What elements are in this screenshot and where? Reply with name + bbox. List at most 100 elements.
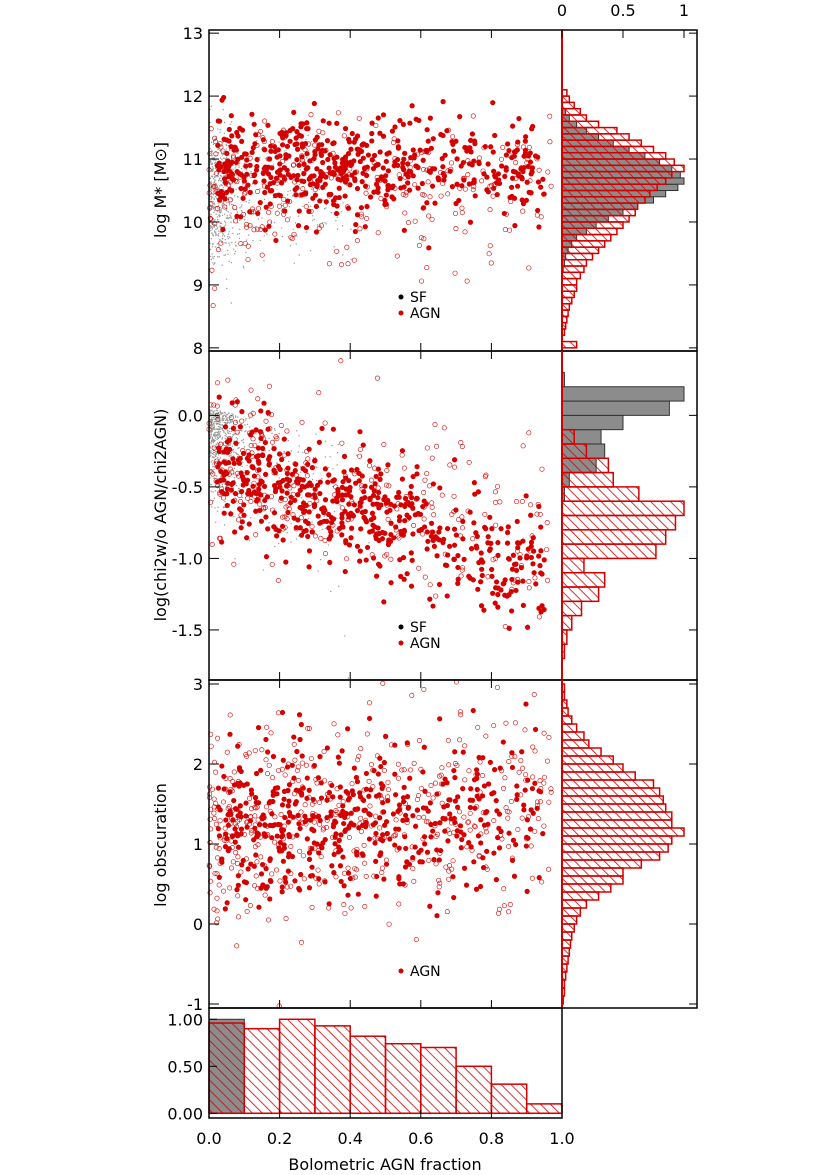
agn-point: [421, 498, 427, 504]
agn-point: [495, 552, 501, 558]
agn-open-point: [519, 815, 525, 821]
sf-point: [244, 424, 246, 426]
agn-point: [405, 180, 411, 186]
sf-point: [316, 467, 318, 469]
agn-point: [428, 821, 434, 828]
sf-point: [211, 227, 213, 229]
agn-open-point: [462, 229, 468, 235]
sf-point: [209, 255, 212, 258]
agn-open-point: [458, 440, 464, 446]
agn-point: [287, 500, 294, 506]
sf-point: [210, 417, 213, 419]
sf-point: [289, 216, 291, 218]
agn-point: [325, 479, 331, 485]
agn-open-point: [302, 802, 308, 808]
sf-point: [211, 424, 213, 426]
agn-open-point: [395, 761, 401, 767]
side-hist-agn-bar: [561, 189, 651, 198]
agn-point: [508, 589, 514, 595]
agn-point: [391, 196, 397, 202]
sf-point: [213, 434, 215, 437]
agn-point: [396, 494, 402, 500]
agn-open-point: [529, 875, 535, 881]
sf-point: [237, 490, 239, 492]
sf-point: [228, 149, 231, 152]
agn-point: [409, 557, 415, 563]
agn-open-point: [538, 799, 544, 805]
sf-point: [219, 434, 221, 436]
agn-point: [456, 197, 462, 204]
agn-point: [326, 120, 332, 126]
side-hist-agn-bar: [561, 196, 646, 204]
side-hist-agn-bar: [561, 471, 614, 488]
agn-open-point: [418, 785, 424, 791]
sf-point: [238, 166, 240, 168]
agn-open-point: [541, 823, 547, 829]
y-tick-label: -1.5: [172, 621, 203, 640]
agn-open-point: [344, 244, 350, 250]
agn-point: [280, 832, 286, 839]
bottom-agn-bar: [349, 1035, 387, 1115]
sf-point: [222, 419, 225, 422]
agn-point: [259, 861, 266, 868]
agn-point: [349, 130, 355, 137]
sf-point: [226, 435, 228, 438]
agn-open-point: [358, 815, 364, 821]
agn-point: [382, 178, 388, 184]
agn-open-point: [528, 843, 534, 849]
top-tick-label: 0: [557, 1, 567, 20]
sf-point: [233, 433, 236, 435]
agn-point: [297, 825, 303, 832]
agn-point: [397, 557, 403, 563]
agn-point: [438, 847, 444, 854]
agn-point: [539, 571, 545, 577]
sf-point: [211, 246, 214, 248]
sf-point: [272, 164, 275, 166]
agn-point: [243, 163, 249, 169]
agn-open-point: [318, 854, 324, 860]
sf-point: [230, 454, 232, 456]
agn-point: [451, 542, 458, 548]
agn-open-point: [438, 772, 444, 778]
agn-point: [347, 182, 353, 188]
sf-point: [293, 262, 295, 264]
agn-point: [235, 813, 241, 819]
agn-point: [517, 555, 523, 561]
agn-point: [240, 857, 246, 864]
agn-point: [461, 865, 468, 871]
agn-point: [272, 192, 279, 199]
sf-point: [216, 227, 219, 229]
sf-point: [232, 204, 234, 206]
sf-point: [214, 454, 216, 456]
agn-point: [455, 576, 461, 582]
side-hist-agn-bar: [561, 883, 612, 893]
agn-open-point: [450, 858, 456, 864]
agn-point: [279, 889, 285, 895]
agn-point: [428, 520, 435, 526]
agn-point: [395, 808, 401, 814]
agn-point: [229, 400, 235, 406]
sf-point: [243, 162, 246, 164]
sf-point: [263, 235, 265, 237]
agn-open-point: [451, 493, 457, 499]
agn-point: [303, 224, 310, 231]
agn-point: [388, 531, 394, 538]
agn-open-point: [305, 725, 311, 731]
bottom-agn-bar: [243, 1027, 281, 1115]
agn-point: [253, 454, 260, 460]
agn-point: [336, 760, 342, 766]
agn-open-point: [252, 443, 258, 449]
agn-point: [238, 826, 245, 832]
agn-open-point: [458, 712, 464, 718]
agn-point: [367, 529, 373, 535]
agn-open-point: [244, 224, 250, 230]
sf-point: [230, 212, 232, 214]
agn-point: [255, 445, 261, 451]
sf-point: [213, 418, 215, 420]
agn-point: [528, 539, 535, 545]
sf-point: [210, 258, 212, 261]
sf-point: [210, 441, 213, 443]
side-hist-agn-bar: [561, 107, 582, 116]
sf-point: [210, 195, 213, 198]
agn-point: [381, 496, 387, 503]
